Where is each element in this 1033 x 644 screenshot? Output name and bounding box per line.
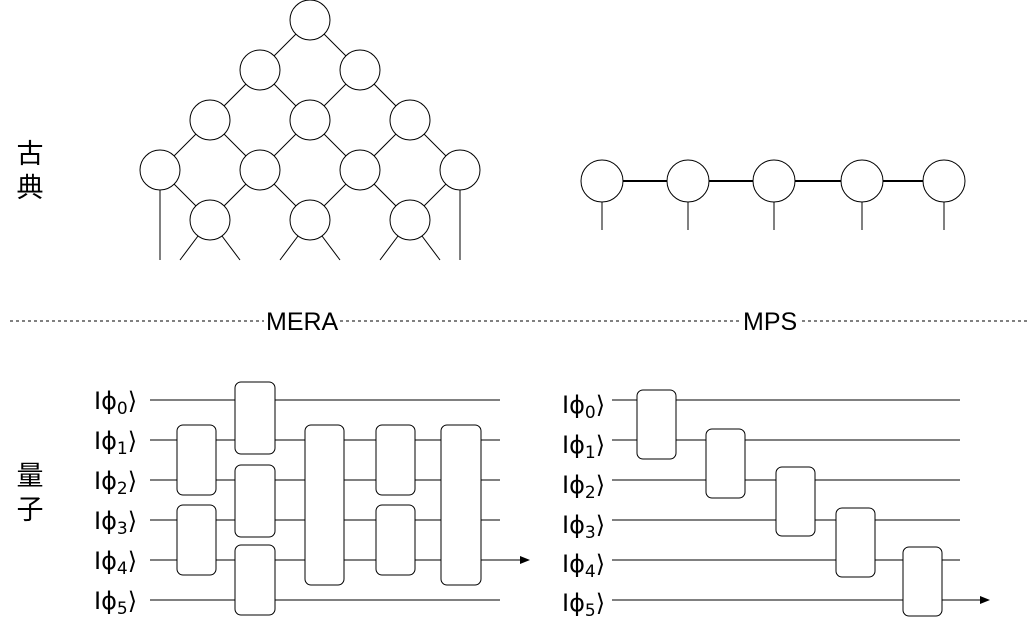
quantum-label-char-1: 量 <box>16 461 44 492</box>
ket-label-mps-0: Iϕ0⟩ <box>562 391 606 423</box>
mera-node <box>339 149 381 191</box>
mera-node <box>389 99 431 141</box>
gate <box>234 381 276 455</box>
ket-label-mera-1: Iϕ1⟩ <box>94 427 138 459</box>
mps-title: MPS <box>741 308 800 336</box>
mps-node <box>666 159 710 203</box>
gate <box>902 546 943 617</box>
mera-node <box>289 99 331 141</box>
mera-node <box>139 149 181 191</box>
gate <box>234 464 276 538</box>
mera-nodes <box>139 0 481 241</box>
ket-label-mera-3: Iϕ3⟩ <box>94 507 138 539</box>
mera-node <box>239 49 281 91</box>
gate <box>835 507 876 578</box>
mps-node <box>580 159 624 203</box>
mera-node <box>289 199 331 241</box>
mps-node <box>752 159 796 203</box>
mera-node <box>339 49 381 91</box>
quantum-label: 量 子 <box>13 460 47 528</box>
mera-node <box>189 99 231 141</box>
mera-node <box>189 199 231 241</box>
mera-gates <box>176 381 482 616</box>
gate <box>440 424 482 586</box>
arrow-head <box>520 556 530 564</box>
mera-node <box>389 199 431 241</box>
ket-label-mera-5: Iϕ5⟩ <box>94 587 138 619</box>
mera-node <box>439 149 481 191</box>
gate <box>375 504 416 576</box>
ket-label-mera-0: Iϕ0⟩ <box>94 387 138 419</box>
gate <box>176 424 217 496</box>
classical-label: 古 典 <box>13 138 47 206</box>
gate <box>176 504 217 576</box>
mps-node <box>922 159 966 203</box>
classical-label-char-1: 古 <box>16 139 44 170</box>
quantum-label-char-2: 子 <box>16 495 44 526</box>
ket-label-mps-3: Iϕ3⟩ <box>562 511 606 543</box>
classical-label-char-2: 典 <box>16 173 44 204</box>
gate <box>234 544 276 616</box>
mera-title: MERA <box>264 308 341 336</box>
gate <box>705 428 746 499</box>
mera-node <box>289 0 331 41</box>
mps-nodes <box>580 159 966 203</box>
arrow-head <box>980 596 990 604</box>
ket-label-mps-5: Iϕ5⟩ <box>562 589 606 621</box>
ket-label-mera-4: Iϕ4⟩ <box>94 547 138 579</box>
ket-label-mps-2: Iϕ2⟩ <box>562 471 606 503</box>
ket-label-mera-2: Iϕ2⟩ <box>94 467 138 499</box>
gate <box>636 389 677 460</box>
gate <box>375 424 416 496</box>
mps-gates <box>636 389 943 617</box>
gate <box>775 466 816 537</box>
ket-label-mps-4: Iϕ4⟩ <box>562 550 606 582</box>
ket-label-mps-1: Iϕ1⟩ <box>562 431 606 463</box>
mera-node <box>239 149 281 191</box>
mps-node <box>840 159 884 203</box>
gate <box>304 424 345 586</box>
